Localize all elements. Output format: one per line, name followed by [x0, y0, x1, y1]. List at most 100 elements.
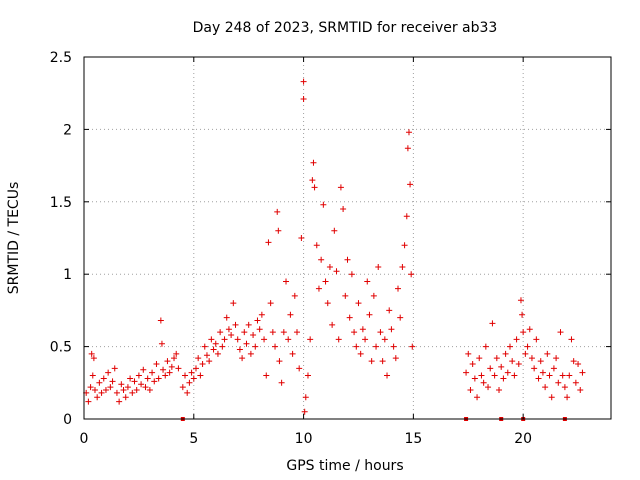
data-point — [190, 375, 197, 382]
chart-title: Day 248 of 2023, SRMTID for receiver ab3… — [193, 20, 498, 36]
data-point — [88, 350, 95, 357]
data-point — [487, 365, 494, 372]
data-point — [500, 375, 507, 382]
x-tick-label: 15 — [404, 431, 422, 447]
data-point — [131, 378, 138, 385]
data-point — [471, 375, 478, 382]
data-point — [291, 292, 298, 299]
data-point — [570, 358, 577, 365]
data-point — [85, 398, 92, 405]
data-point — [511, 372, 518, 379]
y-tick-label: 0 — [63, 412, 72, 428]
data-point — [269, 329, 276, 336]
data-point — [206, 358, 213, 365]
data-point — [278, 379, 285, 386]
data-point — [513, 336, 520, 343]
data-point — [241, 329, 248, 336]
data-point — [146, 387, 153, 394]
data-point — [491, 372, 498, 379]
data-point — [219, 343, 226, 350]
data-point — [542, 384, 549, 391]
data-point — [550, 365, 557, 372]
data-points — [83, 78, 586, 415]
data-point — [524, 343, 531, 350]
data-point — [548, 394, 555, 401]
data-point — [476, 355, 483, 362]
data-point — [307, 336, 314, 343]
data-point — [489, 320, 496, 327]
x-tick-label: 5 — [189, 431, 198, 447]
data-point — [528, 355, 535, 362]
data-point — [373, 343, 380, 350]
x-axis-label: GPS time / hours — [286, 458, 403, 474]
data-point — [379, 358, 386, 365]
data-point — [572, 379, 579, 386]
data-point — [381, 336, 388, 343]
data-point — [287, 311, 294, 318]
data-point — [531, 365, 538, 372]
data-point — [561, 384, 568, 391]
data-point — [182, 372, 189, 379]
data-point — [225, 326, 232, 333]
data-point — [158, 340, 165, 347]
data-point — [116, 398, 123, 405]
data-point — [375, 263, 382, 270]
data-point — [309, 177, 316, 184]
y-tick-label: 1 — [63, 267, 72, 283]
data-point — [118, 381, 125, 388]
data-point — [142, 384, 149, 391]
data-point — [407, 181, 414, 188]
data-point — [300, 95, 307, 102]
data-point — [469, 360, 476, 367]
data-point — [188, 369, 195, 376]
data-point — [535, 375, 542, 382]
data-point — [397, 314, 404, 321]
data-point — [326, 263, 333, 270]
data-point — [324, 300, 331, 307]
data-point — [404, 145, 411, 152]
data-point — [480, 379, 487, 386]
y-tick-label: 2.5 — [50, 50, 72, 66]
data-point — [340, 206, 347, 213]
data-point — [362, 336, 369, 343]
data-point — [265, 239, 272, 246]
data-point — [392, 355, 399, 362]
data-point — [247, 350, 254, 357]
data-point — [320, 201, 327, 208]
data-point — [254, 317, 261, 324]
data-point — [199, 360, 206, 367]
data-point — [300, 78, 307, 85]
data-point — [485, 384, 492, 391]
data-point — [122, 394, 129, 401]
data-point — [252, 343, 259, 350]
data-point — [94, 394, 101, 401]
data-point — [399, 263, 406, 270]
data-point — [304, 372, 311, 379]
data-point — [504, 369, 511, 376]
data-point — [267, 300, 274, 307]
plot-frame — [83, 56, 612, 420]
data-point — [186, 379, 193, 386]
data-point — [509, 358, 516, 365]
data-point — [144, 375, 151, 382]
data-point — [568, 336, 575, 343]
data-point — [285, 336, 292, 343]
data-point — [353, 343, 360, 350]
data-point — [250, 332, 257, 339]
data-point — [173, 350, 180, 357]
data-point — [566, 372, 573, 379]
data-point — [519, 311, 526, 318]
data-point — [522, 350, 529, 357]
data-point — [239, 355, 246, 362]
data-point — [355, 300, 362, 307]
data-point — [164, 358, 171, 365]
data-point — [311, 184, 318, 191]
data-point — [168, 363, 175, 370]
data-point — [496, 387, 503, 394]
data-point — [184, 389, 191, 396]
data-point — [127, 375, 134, 382]
data-point — [315, 285, 322, 292]
data-point — [331, 227, 338, 234]
y-axis-label: SRMTID / TECUs — [6, 182, 22, 295]
